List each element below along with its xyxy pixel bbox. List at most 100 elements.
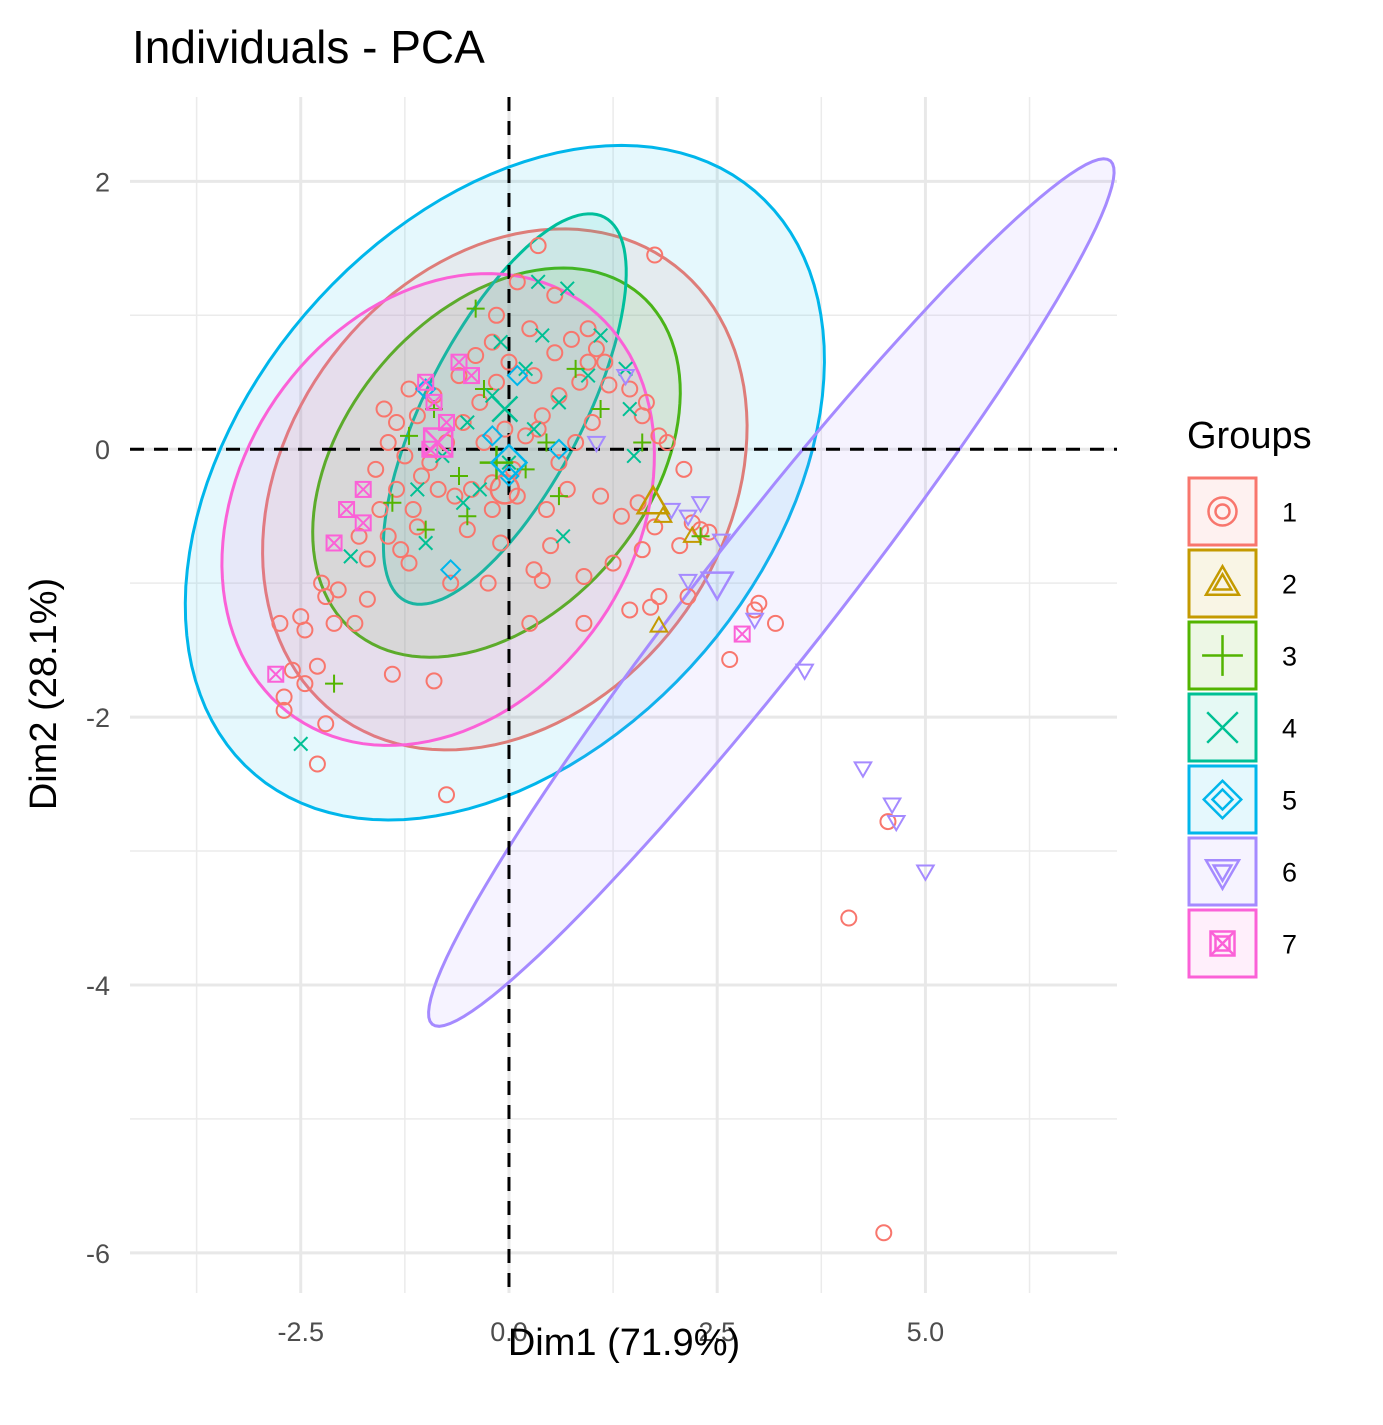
point-group-3: [416, 520, 435, 539]
point-group-4: [493, 334, 509, 350]
point-group-5: [439, 558, 462, 581]
point-group-6: [915, 864, 936, 882]
point-group-1: [483, 474, 501, 492]
point-group-1: [529, 420, 547, 438]
point-group-4: [518, 361, 534, 377]
point-group-1: [575, 614, 593, 632]
point-group-7: [417, 373, 435, 391]
legend-key-icon-inner: [1211, 864, 1234, 884]
point-group-1: [650, 427, 668, 445]
legend-item-3: 3: [1187, 620, 1297, 691]
point-group-1: [487, 373, 505, 391]
point-group-1: [567, 434, 585, 452]
point-group-6: [678, 509, 699, 527]
point-group-1: [454, 413, 472, 431]
y-tick-label: -6: [86, 1239, 110, 1269]
point-group-1: [275, 688, 293, 706]
point-group-6: [678, 573, 699, 592]
point-group-1: [308, 755, 326, 773]
legend-item-1: 1: [1187, 476, 1297, 547]
point-group-4: [530, 274, 546, 290]
point-group-3: [325, 674, 344, 693]
point-group-4: [418, 535, 434, 551]
legend-label: 7: [1282, 930, 1297, 960]
point-group-4: [409, 481, 425, 497]
point-group-4: [559, 281, 575, 296]
point-group-3: [591, 400, 610, 419]
point-group-6: [744, 612, 765, 630]
point-group-2: [682, 525, 703, 543]
point-group-1: [450, 367, 468, 385]
legend-key-icon: [1201, 778, 1244, 821]
point-group-1: [425, 672, 443, 690]
point-group-1: [487, 306, 505, 324]
x-tick-label: 0.0: [490, 1317, 528, 1347]
point-group-6: [882, 797, 903, 815]
point-group-7: [733, 625, 751, 643]
point-group-4: [626, 448, 642, 464]
point-group-5: [481, 425, 504, 447]
point-group-1: [637, 393, 655, 411]
point-group-1: [571, 373, 589, 391]
point-group-1: [621, 601, 639, 619]
point-group-1: [533, 571, 551, 589]
point-group-1: [496, 420, 514, 438]
point-group-1: [529, 237, 547, 255]
point-group-1: [621, 380, 639, 398]
point-group-1: [579, 320, 597, 338]
point-group-1: [583, 413, 601, 431]
point-group-1: [675, 460, 693, 478]
point-group-1: [875, 1224, 893, 1242]
point-group-1: [367, 460, 385, 478]
point-group-1: [275, 701, 293, 719]
point-group-1: [479, 574, 497, 592]
legend-label: 5: [1282, 786, 1297, 816]
point-group-1: [633, 541, 651, 559]
point-group-1: [308, 657, 326, 675]
point-group-5: [506, 364, 529, 387]
point-group-1: [500, 353, 518, 371]
legend-label: 6: [1282, 858, 1297, 888]
point-group-1: [596, 353, 614, 371]
legend-key-icon: [1206, 711, 1239, 744]
point-group-1: [296, 621, 314, 639]
point-group-3: [691, 527, 710, 546]
legend-title: Groups: [1187, 415, 1312, 457]
point-group-4: [593, 327, 609, 343]
centroid-group-5: [489, 443, 529, 482]
point-group-5: [548, 438, 570, 461]
legend-label: 4: [1282, 714, 1297, 744]
point-group-1: [396, 447, 414, 465]
point-group-1: [492, 534, 510, 552]
point-group-1: [438, 786, 456, 804]
point-group-1: [879, 813, 897, 831]
centroid-group-4: [491, 395, 519, 423]
legend-item-6: 6: [1187, 836, 1297, 907]
point-group-1: [521, 320, 539, 338]
point-group-2: [648, 615, 669, 633]
point-group-1: [650, 588, 668, 606]
data-points: [267, 237, 936, 1242]
point-group-1: [383, 665, 401, 683]
point-group-1: [508, 487, 526, 505]
point-group-1: [388, 480, 406, 498]
point-group-6: [586, 435, 607, 454]
point-group-1: [579, 353, 597, 371]
point-group-4: [534, 327, 550, 343]
point-group-4: [455, 495, 471, 511]
point-group-1: [483, 501, 501, 519]
point-group-1: [408, 407, 426, 425]
point-group-3: [633, 433, 652, 452]
point-group-1: [587, 340, 605, 358]
point-group-1: [317, 715, 335, 733]
point-group-1: [404, 501, 422, 519]
point-group-6: [886, 814, 907, 833]
point-group-7: [338, 501, 356, 519]
point-group-2: [653, 505, 674, 523]
point-group-1: [537, 501, 555, 519]
point-group-4: [293, 736, 309, 752]
point-group-1: [392, 541, 410, 559]
point-group-1: [421, 454, 439, 472]
point-group-1: [525, 561, 543, 579]
